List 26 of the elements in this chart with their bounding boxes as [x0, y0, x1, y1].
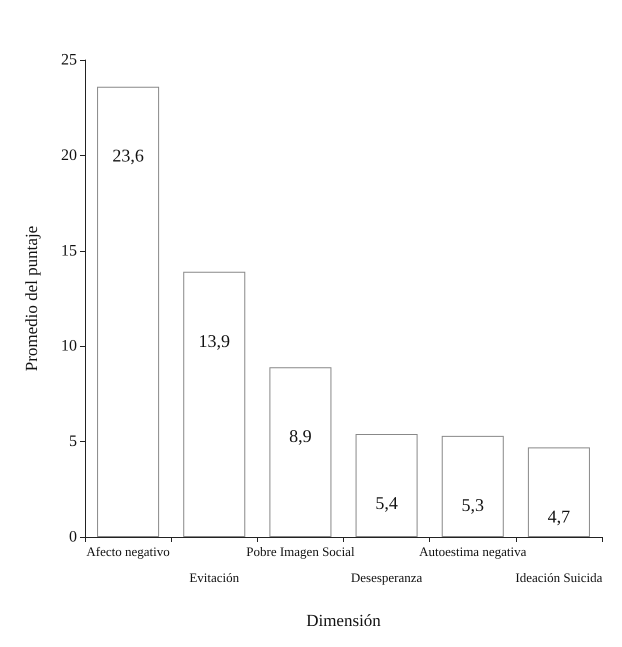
data-label: 23,6 [112, 146, 144, 166]
data-label: 8,9 [289, 426, 312, 446]
y-tick-label: 10 [61, 338, 77, 355]
bar [528, 447, 590, 537]
bar [356, 434, 418, 537]
data-label: 5,3 [462, 494, 484, 515]
x-tick-label: Ideación Suicida [515, 570, 603, 585]
data-label: 5,4 [375, 492, 398, 513]
y-tick-label: 5 [69, 433, 77, 450]
data-label: 4,7 [548, 506, 570, 526]
y-tick-label: 25 [61, 52, 77, 68]
y-axis-title: Promedio del puntaje [22, 226, 41, 372]
x-tick-label: Pobre Imagen Social [246, 544, 355, 559]
data-label: 13,9 [198, 330, 230, 351]
bar [269, 367, 332, 537]
x-tick-label: Evitación [189, 570, 240, 585]
y-tick-label: 20 [61, 146, 77, 164]
x-axis-title: Dimensión [306, 611, 382, 630]
bar [183, 272, 246, 537]
x-tick-label: Autoestima negativa [419, 544, 527, 559]
bar [442, 436, 504, 537]
y-tick-label: 0 [69, 528, 77, 546]
x-tick-label: Afecto negativo [86, 544, 170, 559]
x-tick-label: Desesperanza [350, 570, 423, 585]
bar [97, 86, 160, 537]
y-tick-label: 15 [61, 242, 77, 260]
